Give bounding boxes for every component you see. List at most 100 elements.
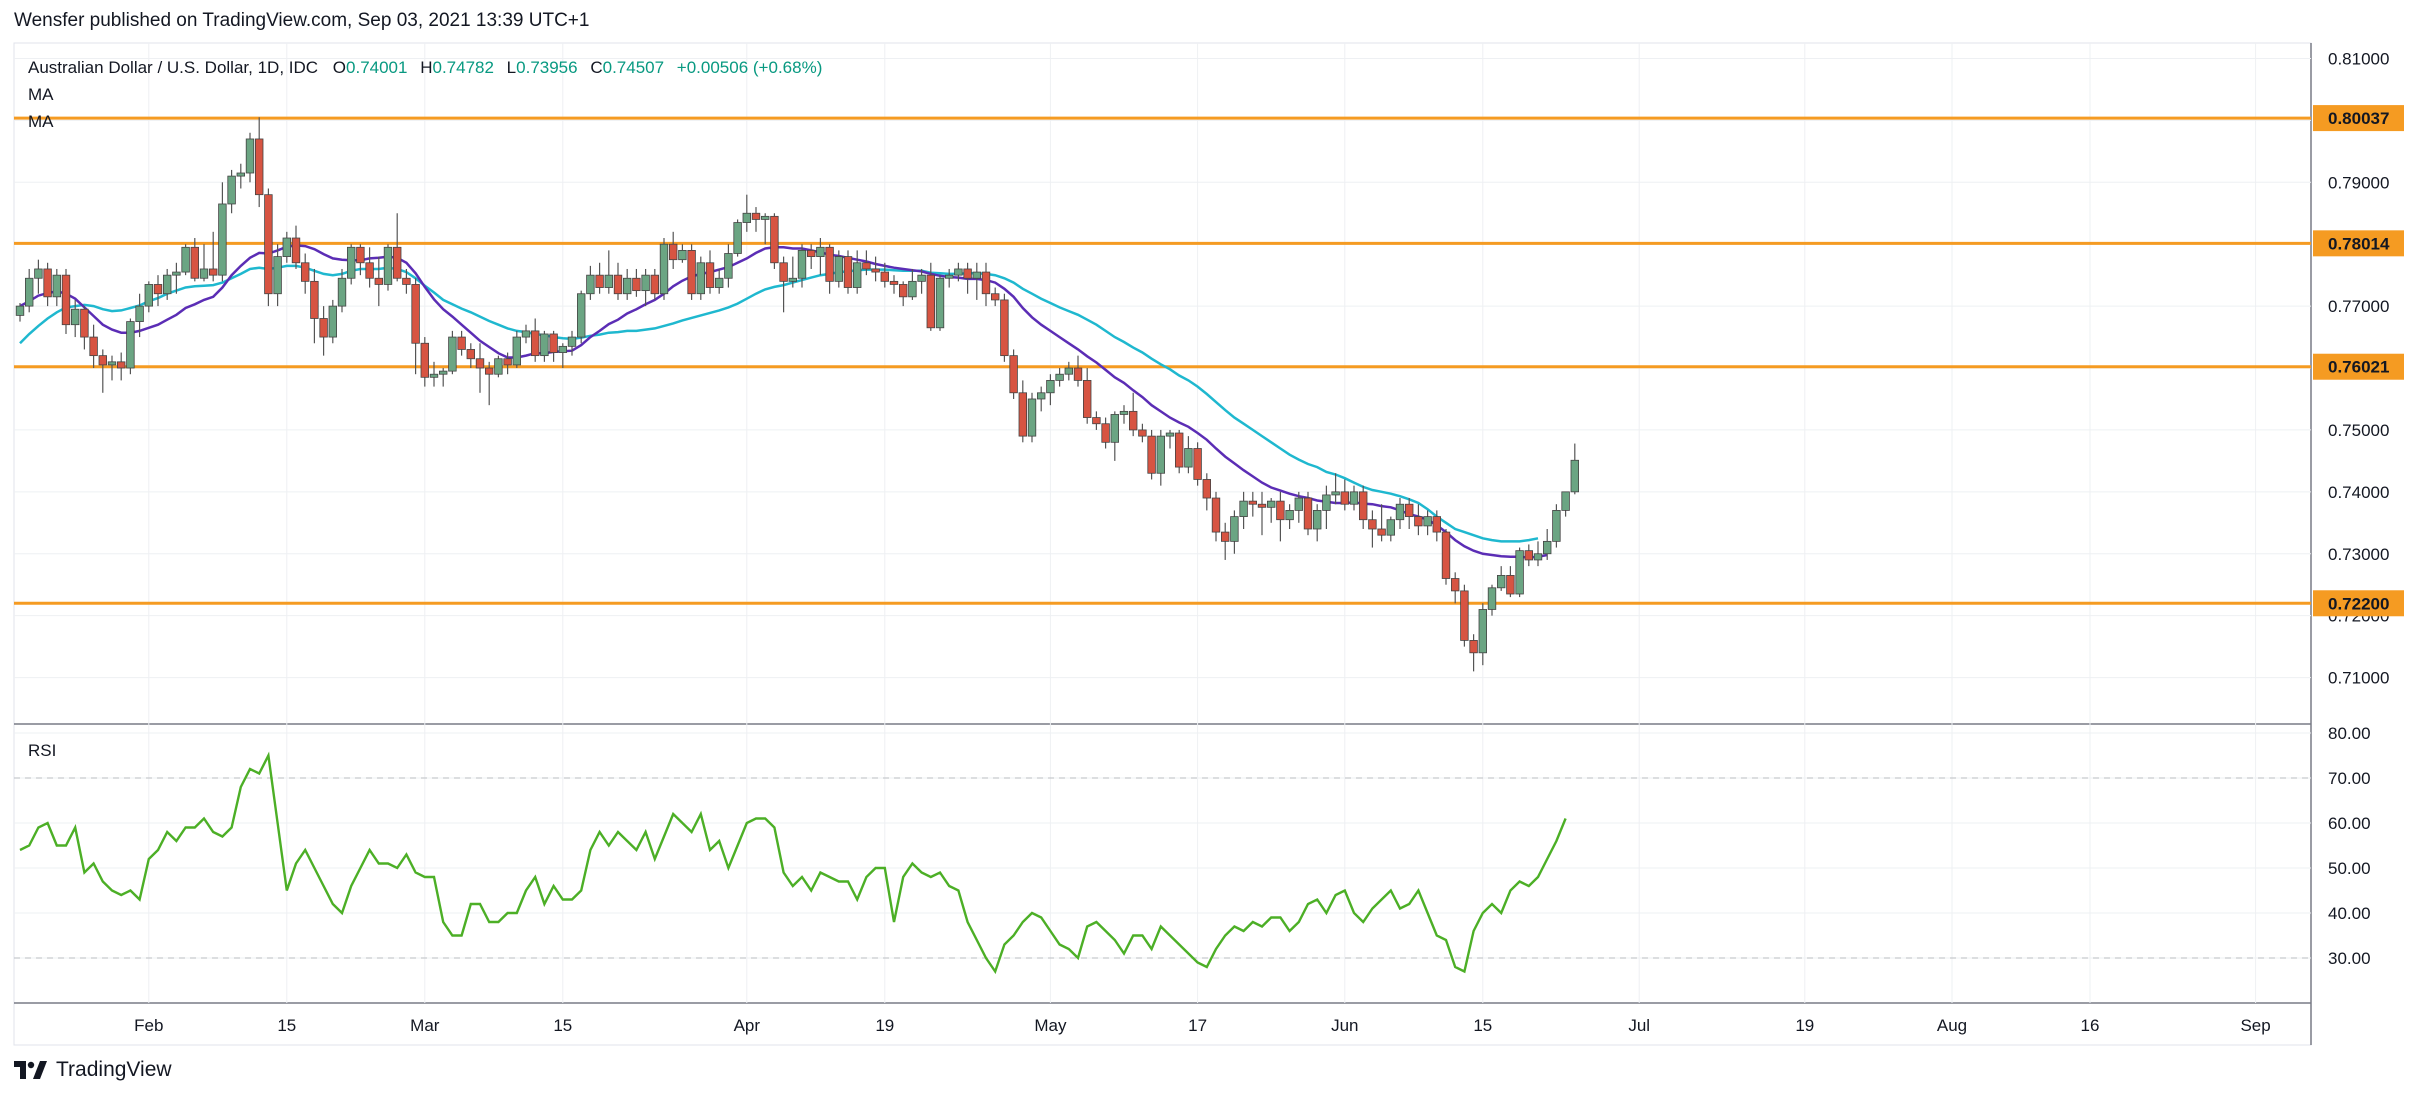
candle-body xyxy=(1138,429,1147,437)
candle xyxy=(199,244,209,282)
candle-body xyxy=(788,277,797,282)
candle xyxy=(98,349,107,393)
tradingview-brand[interactable]: TradingView xyxy=(14,1058,172,1082)
ma-legend-2[interactable]: MA xyxy=(28,112,54,131)
time-tick-label: Sep xyxy=(2240,1016,2270,1035)
candle-body xyxy=(1230,516,1239,542)
horizontal-levels[interactable] xyxy=(14,116,2311,605)
candle-body xyxy=(1083,380,1092,418)
candle-body xyxy=(1018,392,1027,437)
time-tick-label: Mar xyxy=(410,1016,440,1035)
candle xyxy=(43,262,52,307)
candle-body xyxy=(1561,491,1570,511)
candle-body xyxy=(236,172,245,177)
time-tick-label: Apr xyxy=(734,1016,761,1035)
candle xyxy=(1257,491,1267,536)
candle-body xyxy=(117,361,126,369)
candle xyxy=(1027,392,1037,443)
candle-body xyxy=(392,246,402,279)
candle xyxy=(724,244,733,288)
price-tick-label: 0.71000 xyxy=(2328,669,2389,688)
candle xyxy=(1460,584,1469,647)
candle xyxy=(365,247,374,288)
price-axis[interactable]: 0.810000.800000.790000.780000.770000.760… xyxy=(2313,49,2404,688)
candle xyxy=(1414,504,1423,536)
candle-body xyxy=(577,293,586,338)
candle xyxy=(24,268,34,313)
candle xyxy=(1267,498,1276,523)
high-value: 0.74782 xyxy=(432,58,493,77)
candle-body xyxy=(52,274,61,298)
candle-body xyxy=(144,284,153,307)
candle xyxy=(466,343,475,369)
candle-body xyxy=(162,274,172,295)
candle xyxy=(715,268,724,294)
candle-body xyxy=(1193,448,1202,480)
candle xyxy=(1083,368,1092,424)
brand-name: TradingView xyxy=(56,1058,172,1081)
candle xyxy=(503,352,512,375)
time-tick-label: 15 xyxy=(553,1016,572,1035)
candle xyxy=(1561,491,1570,517)
candle-body xyxy=(724,253,733,279)
candle xyxy=(1110,411,1119,461)
time-tick-label: 17 xyxy=(1188,1016,1207,1035)
rsi-tick-label: 40.00 xyxy=(2328,904,2371,923)
candle-body xyxy=(659,243,669,295)
candle xyxy=(282,231,291,263)
candle xyxy=(328,299,337,344)
candle xyxy=(337,268,347,313)
candle-body xyxy=(374,277,383,285)
price-tick-label: 0.81000 xyxy=(2328,49,2389,68)
candle xyxy=(1211,491,1221,542)
candle xyxy=(1349,485,1359,511)
candle xyxy=(687,244,696,300)
candle xyxy=(61,268,71,334)
candle-body xyxy=(383,246,393,285)
candle xyxy=(1055,368,1064,387)
ma-legend-1[interactable]: MA xyxy=(28,85,54,104)
candle xyxy=(604,250,613,294)
candle xyxy=(889,275,899,294)
candle-body xyxy=(153,284,163,295)
rsi-legend[interactable]: RSI xyxy=(28,741,56,760)
candle xyxy=(770,213,779,269)
candle xyxy=(1386,516,1395,542)
candle xyxy=(172,262,181,294)
candle xyxy=(89,324,98,369)
candle xyxy=(15,303,25,322)
candle xyxy=(1092,411,1101,430)
candle xyxy=(383,244,393,291)
candle xyxy=(751,207,761,232)
candle-body xyxy=(98,355,107,366)
rsi-tick-label: 70.00 xyxy=(2328,769,2371,788)
candle-body xyxy=(613,274,623,295)
candle-body xyxy=(558,345,567,353)
candle-body xyxy=(1441,531,1451,579)
candle xyxy=(346,244,356,285)
time-axis[interactable]: Feb 15 Mar 15 Apr 19 May 17 Jun 15 Jul 19 Aug 16 Sep xyxy=(134,1016,2271,1035)
candle xyxy=(80,306,89,350)
candle-body xyxy=(429,373,439,378)
price-tick-label: 0.77000 xyxy=(2328,297,2389,316)
candle-body xyxy=(935,277,945,329)
candle xyxy=(954,262,963,282)
candle-body xyxy=(1202,479,1211,499)
candle-body xyxy=(190,246,199,279)
candle xyxy=(494,355,503,378)
candle xyxy=(34,259,43,294)
candle-body xyxy=(1027,398,1037,437)
candle-body xyxy=(1533,553,1543,561)
candle-body xyxy=(917,274,926,282)
candle-body xyxy=(1469,640,1478,654)
candle xyxy=(1046,374,1055,406)
candle xyxy=(577,290,586,344)
candle-body xyxy=(715,277,724,288)
candle xyxy=(135,293,144,338)
candle xyxy=(981,262,991,307)
candle xyxy=(1248,491,1257,517)
candle-body xyxy=(1110,414,1119,443)
rsi-axis[interactable]: 80.00 70.00 60.00 50.00 40.00 30.00 xyxy=(2328,724,2371,968)
candle-body xyxy=(1414,516,1423,527)
